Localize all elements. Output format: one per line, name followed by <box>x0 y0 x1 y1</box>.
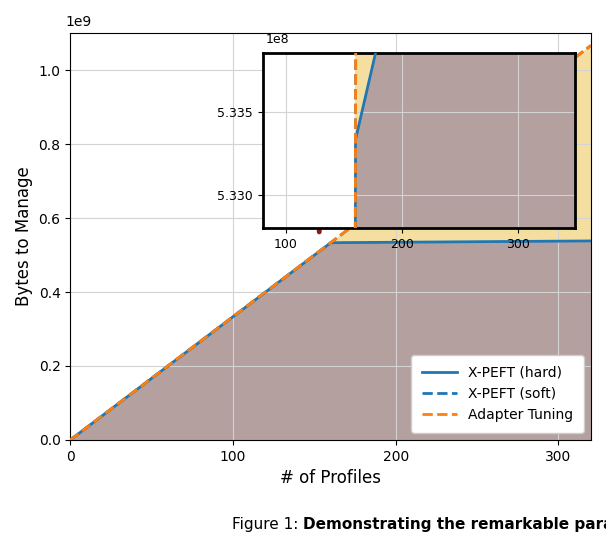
X-PEFT (hard) <box>572 238 579 244</box>
Text: Figure 1:: Figure 1: <box>231 517 303 532</box>
Adapter Tuning <box>572 53 579 60</box>
Adapter Tuning <box>306 255 313 262</box>
Adapter Tuning <box>93 416 101 423</box>
X-PEFT (soft) <box>572 54 579 60</box>
X-PEFT (hard) <box>477 239 484 245</box>
X-PEFT (soft) <box>572 53 579 60</box>
X-PEFT (hard) <box>67 437 74 443</box>
Line: Adapter Tuning: Adapter Tuning <box>70 45 591 440</box>
X-axis label: # of Profiles: # of Profiles <box>280 469 381 487</box>
Line: X-PEFT (soft): X-PEFT (soft) <box>70 45 591 440</box>
Line: X-PEFT (hard): X-PEFT (hard) <box>70 241 591 440</box>
Adapter Tuning <box>572 54 579 60</box>
Adapter Tuning <box>477 126 484 133</box>
Legend: X-PEFT (hard), X-PEFT (soft), Adapter Tuning: X-PEFT (hard), X-PEFT (soft), Adapter Tu… <box>411 355 584 433</box>
X-PEFT (soft) <box>67 437 74 443</box>
Adapter Tuning <box>587 42 594 49</box>
X-PEFT (soft) <box>306 255 313 262</box>
X-PEFT (hard) <box>587 238 594 244</box>
X-PEFT (hard) <box>306 255 313 262</box>
Adapter Tuning <box>67 437 74 443</box>
X-PEFT (soft) <box>477 126 484 133</box>
Text: Demonstrating the remarkable parameter: Demonstrating the remarkable parameter <box>303 517 606 532</box>
X-PEFT (hard) <box>93 416 101 423</box>
Y-axis label: Bytes to Manage: Bytes to Manage <box>15 167 33 306</box>
X-PEFT (hard) <box>572 238 579 244</box>
X-PEFT (soft) <box>587 42 594 49</box>
X-PEFT (soft) <box>320 245 327 251</box>
Adapter Tuning <box>320 245 327 251</box>
X-PEFT (hard) <box>320 245 327 251</box>
X-PEFT (soft) <box>93 416 101 423</box>
Text: 1e9: 1e9 <box>65 15 92 29</box>
